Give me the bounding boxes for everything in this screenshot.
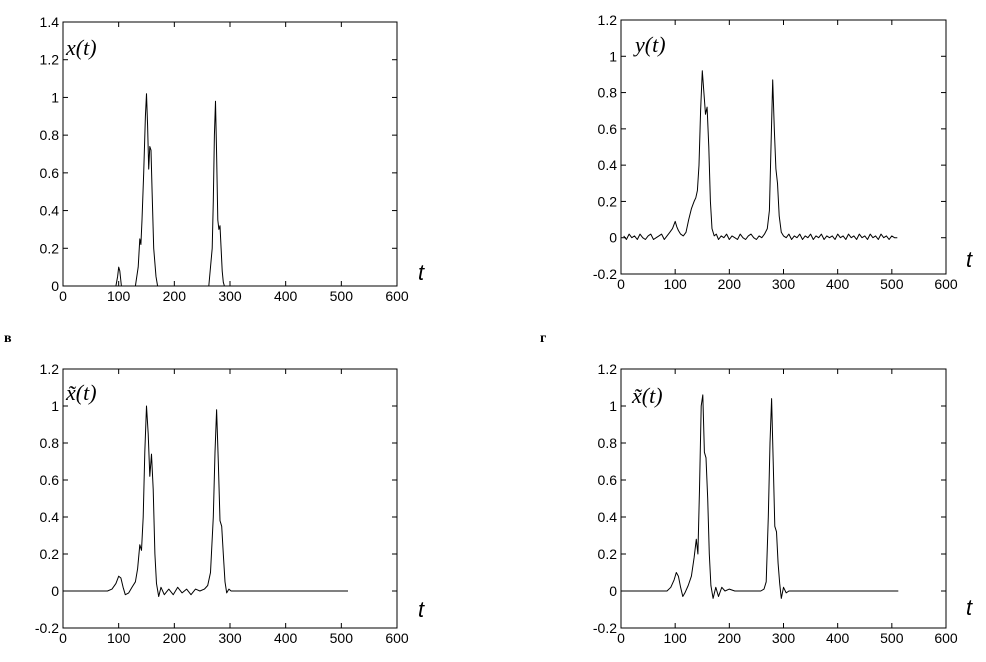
y-tick-label: 1.2 [40, 52, 60, 68]
x-axis-label: t [418, 260, 425, 285]
y-tick-label: 1.2 [598, 361, 618, 377]
y-tick-label: 0.8 [40, 435, 60, 451]
plot-frame [62, 368, 398, 629]
y-tick-label: 0.6 [40, 472, 60, 488]
series-line [623, 70, 898, 240]
y-tick-label: -0.2 [593, 266, 617, 282]
y-tick-label: 0 [51, 278, 59, 294]
chart-panel-1: 0 100 200 300 400 500 600 0 0.2 0.4 0.6 0.8 1 1.2 1.4 x… [40, 14, 425, 304]
x-axis-label: t [418, 597, 425, 622]
chart-panel-3: 0 100 200 300 400 500 600-0.200.20.40.60.811.2… [35, 361, 425, 646]
y-tick-label: 1 [51, 89, 59, 105]
y-tick-label: -0.2 [593, 620, 617, 636]
x-tick-label: 400 [826, 276, 850, 292]
y-tick-label: 0.4 [40, 203, 60, 219]
y-tick-label: 1 [51, 398, 59, 414]
y-tick-label: 1.4 [40, 14, 60, 30]
inner-label: y(t) [633, 32, 666, 57]
y-tick-label: 0.2 [40, 240, 60, 256]
y-tick-label: 0.4 [598, 509, 618, 525]
inner-label: x̃(t) [631, 383, 663, 408]
plot-frame [62, 21, 398, 287]
x-tick-label: 0 [617, 276, 625, 292]
y-tick-label: 0.4 [598, 157, 618, 173]
y-tick-label: 0.4 [40, 509, 60, 525]
x-tick-label: 500 [330, 630, 354, 646]
y-tick-label: 0.8 [598, 435, 618, 451]
x-tick-label: 200 [163, 288, 187, 304]
x-tick-label: 100 [663, 276, 687, 292]
y-tick-label: 1.2 [40, 361, 60, 377]
y-tick-label: 1 [609, 398, 617, 414]
x-tick-label: 300 [772, 276, 796, 292]
x-tick-label: 200 [163, 630, 187, 646]
x-tick-label: 600 [934, 276, 958, 292]
y-tick-label: 1.2 [598, 12, 618, 28]
x-axis-label: t [966, 247, 973, 272]
x-tick-label: 0 [617, 630, 625, 646]
x-tick-label: 100 [663, 630, 687, 646]
x-tick-label: 500 [880, 630, 904, 646]
panel-letter-d: г [540, 331, 546, 346]
x-tick-label: 0 [59, 630, 67, 646]
y-tick-label: 0 [609, 583, 617, 599]
x-tick-label: 200 [718, 630, 742, 646]
x-tick-label: 500 [330, 288, 354, 304]
x-tick-label: 400 [826, 630, 850, 646]
x-tick-label: 300 [218, 630, 242, 646]
x-tick-label: 0 [59, 288, 67, 304]
series-line [623, 394, 899, 599]
x-tick-label: 600 [385, 630, 409, 646]
x-tick-label: 100 [107, 288, 131, 304]
panel-letter-c: в [4, 331, 12, 346]
x-tick-label: 500 [880, 276, 904, 292]
series-line [65, 405, 348, 597]
chart-panel-4: 0 100 200 300 400 500 600-0.200.20.40.60.811.2… [593, 361, 973, 646]
y-tick-label: 0 [51, 583, 59, 599]
y-tick-label: 0.6 [598, 121, 618, 137]
y-tick-label: 0.8 [40, 127, 60, 143]
y-tick-label: 0.6 [598, 472, 618, 488]
x-tick-label: 400 [274, 288, 298, 304]
x-tick-label: 100 [107, 630, 131, 646]
y-tick-label: 0.2 [40, 546, 60, 562]
x-tick-label: 300 [772, 630, 796, 646]
x-axis-label: t [966, 595, 973, 620]
y-tick-label: 0.2 [598, 546, 618, 562]
x-tick-label: 400 [274, 630, 298, 646]
x-tick-label: 600 [934, 630, 958, 646]
y-tick-label: 0.2 [598, 193, 618, 209]
y-tick-label: 0.8 [598, 85, 618, 101]
x-tick-label: 300 [218, 288, 242, 304]
chart-panel-2: 0 100 200 300 400 500 600-0.200.20.40.60.811.2… [593, 12, 973, 292]
x-tick-label: 600 [385, 288, 409, 304]
x-tick-label: 200 [718, 276, 742, 292]
series-line [104, 93, 236, 287]
y-tick-label: 0 [609, 230, 617, 246]
y-tick-label: -0.2 [35, 620, 59, 636]
inner-label: x̃(t) [65, 380, 97, 405]
y-tick-label: 1 [609, 48, 617, 64]
y-tick-label: 0.6 [40, 165, 60, 181]
inner-label: x(t) [65, 35, 97, 60]
